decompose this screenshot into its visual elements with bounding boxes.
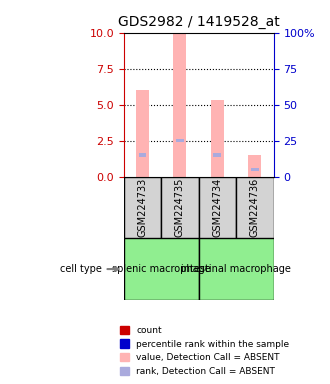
Text: intestinal macrophage: intestinal macrophage	[181, 264, 291, 274]
Bar	[211, 100, 224, 177]
Bar	[248, 155, 261, 177]
FancyBboxPatch shape	[236, 177, 274, 238]
Title: GDS2982 / 1419528_at: GDS2982 / 1419528_at	[118, 15, 280, 29]
FancyBboxPatch shape	[199, 238, 274, 300]
Bar	[173, 33, 186, 177]
Bar	[139, 153, 147, 157]
Text: GSM224735: GSM224735	[175, 178, 185, 237]
Legend: count, percentile rank within the sample, value, Detection Call = ABSENT, rank, : count, percentile rank within the sample…	[116, 322, 293, 379]
Text: cell type: cell type	[60, 264, 118, 274]
Text: GSM224736: GSM224736	[250, 178, 260, 237]
Text: GSM224733: GSM224733	[137, 178, 148, 237]
Text: GSM224734: GSM224734	[213, 178, 222, 237]
FancyBboxPatch shape	[124, 177, 161, 238]
Bar	[251, 168, 259, 171]
Bar	[176, 139, 184, 142]
Bar	[214, 153, 221, 157]
Text: splenic macrophage: splenic macrophage	[112, 264, 211, 274]
Bar	[136, 90, 149, 177]
FancyBboxPatch shape	[199, 177, 236, 238]
FancyBboxPatch shape	[124, 238, 199, 300]
FancyBboxPatch shape	[161, 177, 199, 238]
